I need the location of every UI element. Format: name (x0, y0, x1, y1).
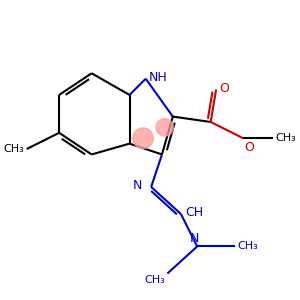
Circle shape (156, 119, 173, 136)
Text: O: O (244, 141, 254, 154)
Text: N: N (132, 179, 142, 192)
Circle shape (133, 128, 153, 148)
Text: O: O (219, 82, 229, 95)
Text: CH₃: CH₃ (276, 133, 296, 143)
Text: N: N (190, 232, 199, 245)
Text: CH₃: CH₃ (144, 275, 165, 285)
Text: NH: NH (148, 71, 167, 84)
Text: CH: CH (185, 206, 203, 219)
Text: CH₃: CH₃ (238, 242, 259, 251)
Text: CH₃: CH₃ (3, 144, 24, 154)
